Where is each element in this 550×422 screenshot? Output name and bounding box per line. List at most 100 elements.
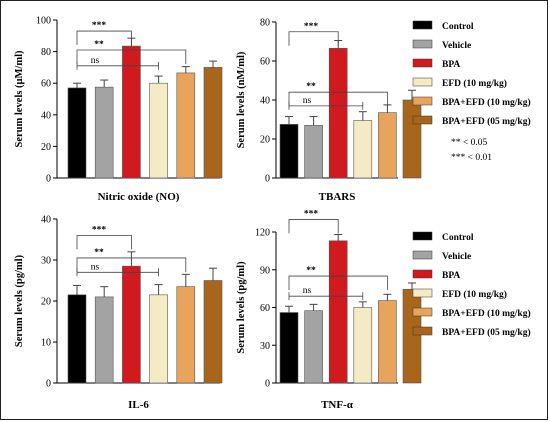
comparison-bracket xyxy=(288,219,339,234)
bar xyxy=(279,124,299,179)
x-axis-title: TBARS xyxy=(319,191,356,203)
bar xyxy=(176,72,196,179)
y-tick-label: 20 xyxy=(41,142,51,153)
comparison-bracket xyxy=(288,91,388,107)
bar xyxy=(149,82,168,179)
legend-swatch xyxy=(412,20,433,30)
bar xyxy=(378,112,397,179)
bar xyxy=(67,87,87,179)
bar xyxy=(304,125,323,179)
bar xyxy=(94,296,114,384)
significance-label: ** xyxy=(94,40,104,50)
legend-label: Vehicle xyxy=(442,252,471,262)
bar xyxy=(149,294,168,384)
legend-label: BPA+EFD (05 mg/kg) xyxy=(442,116,531,127)
comparison-bracket xyxy=(288,31,339,46)
y-axis-title: Serum levels (pg/ml) xyxy=(236,261,247,354)
y-tick-label: 90 xyxy=(260,265,270,276)
comparison-bracket xyxy=(76,257,187,272)
legend-label: BPA xyxy=(442,60,460,70)
bar xyxy=(176,286,196,384)
bar xyxy=(94,86,114,179)
comparison-bracket xyxy=(288,275,388,291)
bar xyxy=(402,99,422,179)
bar xyxy=(353,307,373,384)
comparison-bracket xyxy=(76,234,132,250)
legend-swatch xyxy=(412,77,433,87)
significance-label: *** xyxy=(92,21,107,31)
legend-label: BPA+EFD (10 mg/kg) xyxy=(442,97,531,108)
legend-swatch xyxy=(412,231,433,241)
bar xyxy=(378,300,397,384)
y-tick-label: 0 xyxy=(265,379,270,390)
y-tick-label: 30 xyxy=(41,256,51,267)
legend-swatch xyxy=(412,39,433,49)
x-axis-title: IL-6 xyxy=(128,399,149,411)
legend-label: Control xyxy=(442,233,474,243)
legend-label: Vehicle xyxy=(442,41,471,51)
significance-label: ** xyxy=(306,266,316,276)
y-tick-label: 20 xyxy=(260,135,270,146)
x-axis-title: TNF-α xyxy=(321,399,354,411)
legend-label: EFD (10 mg/kg) xyxy=(442,289,507,300)
legend-label: BPA xyxy=(442,271,460,281)
significance-label: *** xyxy=(304,22,319,32)
y-tick-label: 0 xyxy=(46,379,51,390)
y-tick-label: 60 xyxy=(260,57,270,68)
bar xyxy=(353,120,373,179)
legend-swatch xyxy=(412,96,433,106)
y-axis-title: Serum levels (µM/ml) xyxy=(14,50,25,148)
significance-label: ** xyxy=(306,82,316,92)
bar xyxy=(203,280,223,384)
comparison-bracket xyxy=(76,49,187,65)
y-tick-label: 40 xyxy=(260,96,270,107)
significance-label: *** xyxy=(304,209,319,219)
bar xyxy=(328,240,348,384)
legend-swatch xyxy=(412,58,433,68)
bar xyxy=(279,312,299,384)
bar xyxy=(304,310,323,384)
y-tick-label: 100 xyxy=(36,16,51,27)
significance-label: ** xyxy=(94,248,104,258)
y-tick-label: 60 xyxy=(260,303,270,314)
significance-label: ns xyxy=(303,286,312,296)
y-tick-label: 80 xyxy=(260,18,270,29)
pvalue-note: *** < 0.01 xyxy=(451,153,492,163)
bar xyxy=(203,67,223,179)
legend-top: Control Vehicle BPA EFD (10 mg/kg) BPA+E… xyxy=(412,20,531,163)
legend-label: BPA+EFD (10 mg/kg) xyxy=(442,308,531,319)
legend-swatch xyxy=(412,326,433,336)
y-tick-label: 0 xyxy=(46,174,51,185)
bar xyxy=(402,288,422,384)
y-tick-label: 40 xyxy=(41,110,51,121)
significance-label: *** xyxy=(92,225,107,235)
y-tick-label: 10 xyxy=(41,338,51,349)
legend-bottom: Control Vehicle BPA EFD (10 mg/kg) BPA+E… xyxy=(412,231,531,338)
legend-label: EFD (10 mg/kg) xyxy=(442,78,507,89)
x-axis-title: Nitric oxide (NO) xyxy=(98,191,180,203)
y-tick-label: 60 xyxy=(41,79,51,90)
significance-label: ns xyxy=(91,262,100,272)
legend-label: Control xyxy=(442,22,474,32)
legend-swatch xyxy=(412,307,433,317)
y-tick-label: 80 xyxy=(41,47,51,58)
y-axis-title: Serum levels (pg/ml) xyxy=(14,254,25,347)
y-tick-label: 0 xyxy=(265,174,270,185)
significance-label: ns xyxy=(303,96,312,106)
y-axis-title: Serum levels (nM/ml) xyxy=(236,51,247,148)
pvalue-note: ** < 0.05 xyxy=(451,138,487,148)
y-tick-label: 20 xyxy=(41,297,51,308)
y-tick-label: 30 xyxy=(260,341,270,352)
bar xyxy=(122,265,141,384)
legend-swatch xyxy=(412,250,433,260)
legend-swatch xyxy=(412,288,433,298)
comparison-bracket xyxy=(76,30,132,46)
y-tick-label: 120 xyxy=(255,228,270,239)
